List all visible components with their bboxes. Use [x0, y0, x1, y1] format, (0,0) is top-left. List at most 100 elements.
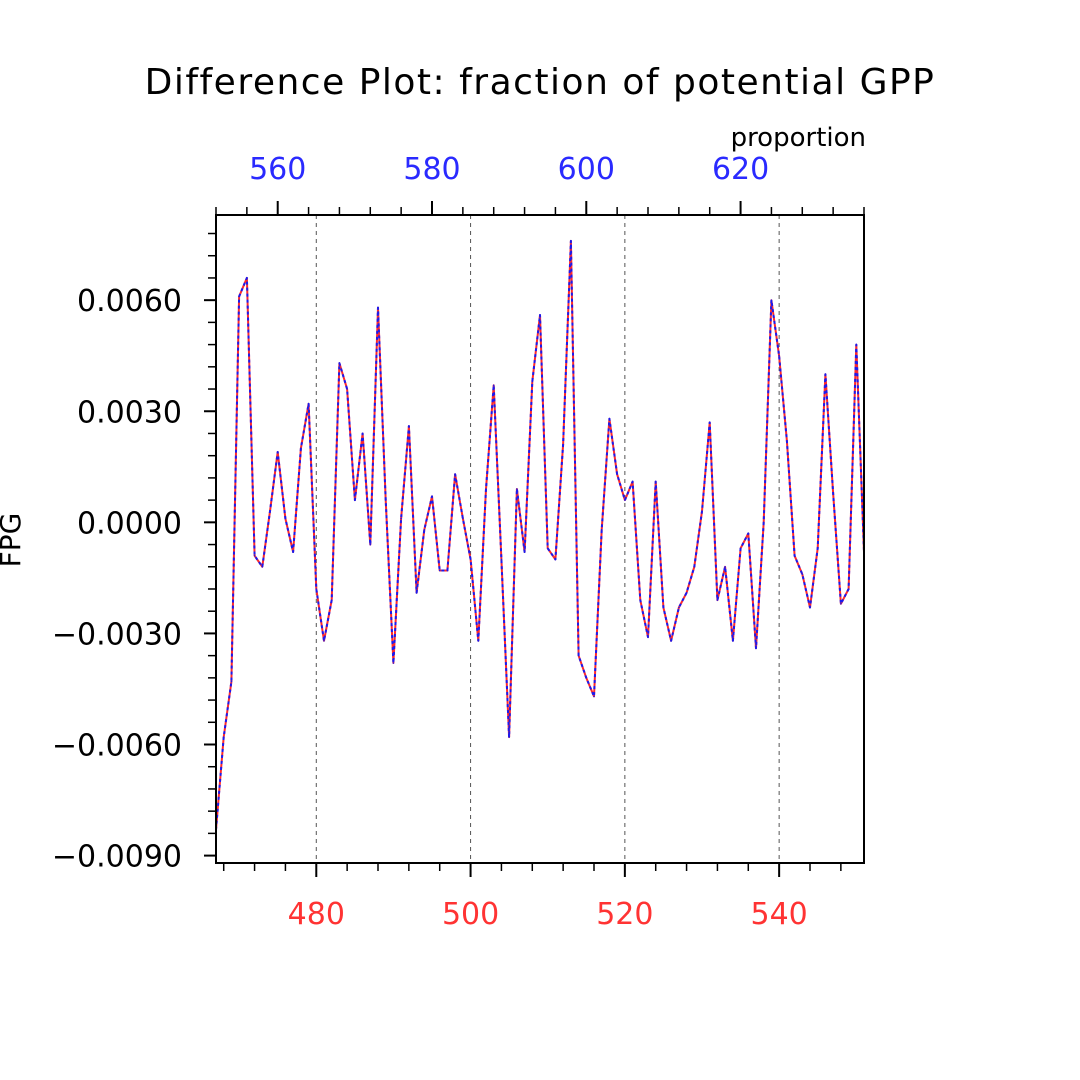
x-top-tick-label: 620: [712, 152, 769, 187]
data-point: [300, 447, 302, 450]
series-layer: [215, 239, 865, 831]
data-point: [554, 558, 557, 561]
data-point: [284, 517, 287, 520]
data-point: [377, 306, 379, 309]
data-point: [855, 343, 858, 346]
data-point: [708, 421, 711, 424]
data-point: [662, 606, 665, 609]
plot-frame: [215, 214, 865, 864]
data-point: [408, 425, 410, 427]
x-top-tick-label: 560: [249, 152, 306, 187]
data-point: [469, 558, 472, 561]
data-point: [608, 417, 611, 420]
data-point: [801, 573, 804, 575]
data-point: [624, 499, 626, 501]
data-point: [485, 488, 487, 490]
data-point: [755, 647, 757, 649]
data-point: [246, 277, 248, 279]
data-point: [400, 517, 402, 520]
data-point: [269, 510, 271, 512]
data-point: [454, 473, 456, 476]
data-point: [392, 662, 395, 664]
data-point: [593, 695, 595, 698]
x-top-tick-label: 600: [558, 152, 615, 187]
x-bottom-tick-label: 540: [751, 897, 808, 932]
data-point: [500, 558, 503, 561]
data-point: [770, 299, 773, 302]
data-point: [508, 736, 510, 738]
data-point: [585, 677, 588, 679]
data-point: [824, 373, 827, 376]
data-point: [261, 566, 264, 568]
data-point: [238, 295, 240, 298]
data-point: [847, 588, 850, 590]
data-point: [570, 240, 572, 242]
data-point: [793, 554, 796, 557]
data-point: [423, 528, 426, 531]
data-point: [516, 488, 518, 490]
data-point: [307, 403, 310, 405]
data-point: [739, 547, 742, 550]
data-point: [531, 380, 534, 383]
data-point: [816, 547, 819, 550]
data-point: [315, 588, 318, 590]
data-point: [292, 551, 294, 553]
x-top-tick-label: 580: [403, 152, 460, 187]
data-point: [384, 499, 387, 501]
data-point: [539, 314, 541, 316]
data-point: [492, 384, 495, 387]
data-point: [724, 566, 726, 568]
data-point: [654, 480, 657, 483]
data-point: [446, 569, 449, 572]
y-tick-label: 0.0060: [77, 284, 182, 319]
x-bottom-tick-label: 480: [288, 897, 345, 932]
data-point: [716, 599, 719, 601]
grid-lines: [315, 215, 780, 863]
data-point: [600, 528, 603, 531]
data-point: [222, 736, 225, 738]
data-point: [693, 566, 696, 568]
data-point: [577, 654, 580, 657]
data-point: [647, 636, 649, 638]
data-point: [639, 599, 642, 601]
axes-layer: −0.0090 −0.0060 −0.0030 0.0000 0.0030 0.0060 4…: [52, 152, 865, 932]
data-point: [670, 640, 672, 642]
y-tick-label: 0.0000: [77, 506, 182, 541]
data-point: [276, 451, 279, 453]
data-point: [346, 388, 348, 390]
data-point: [701, 510, 703, 512]
data-point: [747, 532, 750, 535]
data-point: [361, 432, 364, 435]
data-point: [562, 443, 564, 446]
data-point: [338, 362, 341, 364]
data-point: [523, 551, 526, 553]
data-point: [415, 591, 418, 594]
data-point: [840, 603, 842, 605]
data-point: [786, 440, 788, 442]
data-point: [678, 606, 680, 609]
data-point: [354, 499, 356, 501]
data-point: [230, 680, 233, 683]
data-point: [685, 591, 688, 594]
data-point: [253, 554, 256, 557]
data-point: [477, 640, 480, 642]
data-point: [778, 354, 780, 357]
data-point: [431, 495, 433, 498]
units-label: proportion: [731, 123, 866, 153]
y-tick-label: −0.0030: [52, 617, 182, 652]
x-bottom-tick-label: 520: [596, 897, 653, 932]
data-point: [809, 606, 811, 609]
y-tick-label: −0.0060: [52, 729, 182, 764]
y-tick-label: 0.0030: [77, 395, 182, 430]
data-point: [438, 569, 441, 572]
data-point: [330, 599, 333, 601]
y-tick-label: −0.0090: [52, 840, 182, 875]
chart-title: Difference Plot: fraction of potential G…: [145, 62, 936, 103]
x-bottom-tick-label: 500: [442, 897, 499, 932]
data-point: [832, 491, 834, 494]
data-point: [732, 640, 734, 642]
data-point: [762, 521, 765, 524]
data-point: [616, 473, 618, 476]
y-axis-label: FPG: [0, 513, 27, 568]
